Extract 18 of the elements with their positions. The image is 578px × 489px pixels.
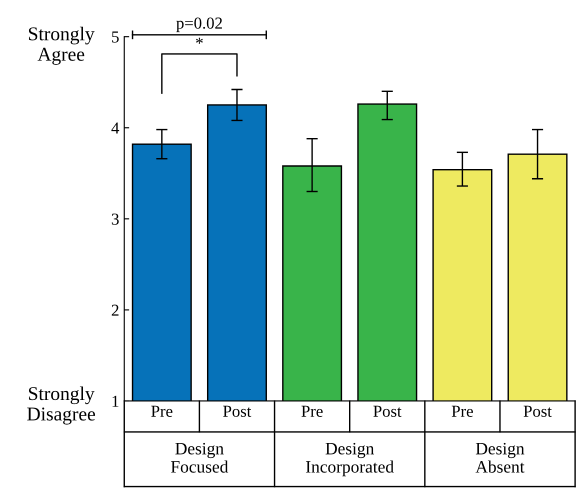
x-tick-label: Pre xyxy=(301,406,323,417)
text: Design Focused xyxy=(170,442,228,473)
x-tick-label: Post xyxy=(373,406,402,417)
x-tick-label: Post xyxy=(524,406,552,417)
text: Design Incorporated xyxy=(306,442,394,476)
text: p=0.02 xyxy=(176,17,222,32)
y-tick-label: 5 xyxy=(112,32,119,43)
text: Design Absent xyxy=(476,442,524,473)
y-tick-label: 2 xyxy=(112,304,118,316)
y-tick-label: 3 xyxy=(112,214,119,225)
x-tick-label: Post xyxy=(223,406,252,417)
text: Strongly Disagree xyxy=(27,386,96,425)
x-tick-label: Pre xyxy=(452,406,473,417)
annotation: * xyxy=(196,38,203,44)
x-tick-label: Pre xyxy=(151,406,172,417)
text: Strongly Agree xyxy=(28,26,95,65)
y-tick-label: 4 xyxy=(111,122,120,134)
y-tick-label: 1 xyxy=(112,396,118,407)
